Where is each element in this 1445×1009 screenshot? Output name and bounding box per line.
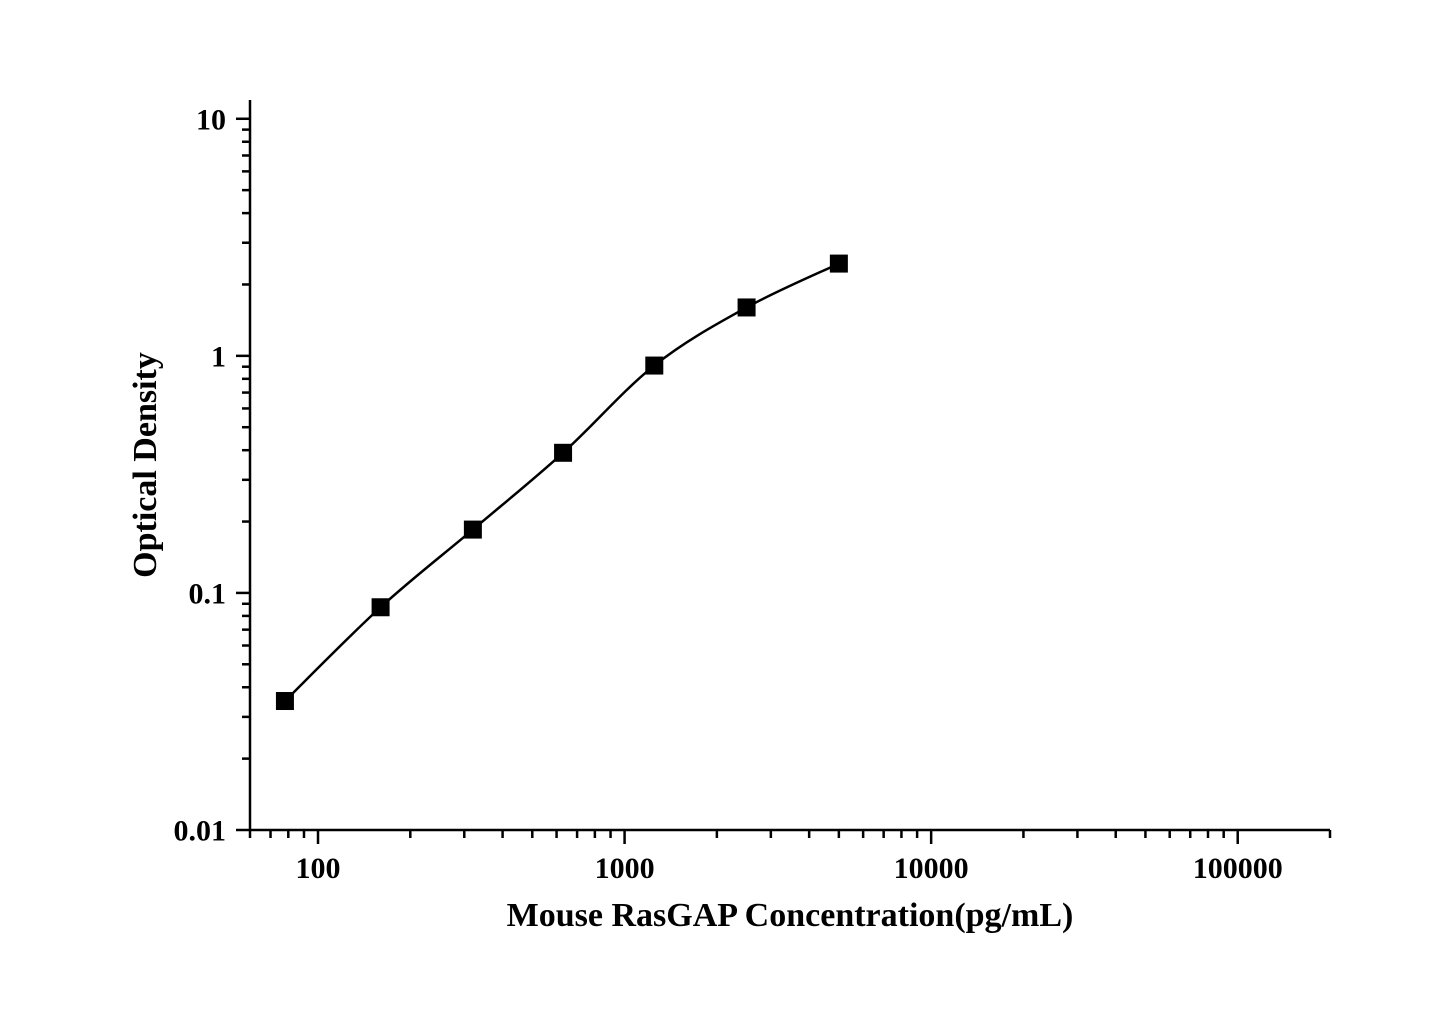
series-marker	[645, 357, 663, 375]
series-marker	[464, 521, 482, 539]
series-marker	[372, 598, 390, 616]
series-marker	[276, 692, 294, 710]
y-tick-label: 0.01	[174, 815, 227, 848]
x-tick-label: 1000	[595, 852, 655, 885]
series-line	[285, 264, 839, 701]
chart-container: 100 1000 10000 100000 0.01 0.1 1 10 Mouse RasGAP…	[0, 0, 1445, 1009]
y-axis-label: Optical Density	[127, 352, 164, 578]
line-chart: 100 1000 10000 100000 0.01 0.1 1 10 Mouse RasGAP…	[0, 0, 1445, 1009]
y-tick-label: 0.1	[189, 577, 227, 610]
x-tick-label: 100000	[1193, 852, 1283, 885]
x-tick-label: 100	[296, 852, 341, 885]
x-tick-label: 10000	[894, 852, 969, 885]
series-marker	[738, 298, 756, 316]
y-tick-label: 10	[196, 103, 226, 136]
series-marker	[830, 255, 848, 273]
y-tick-label: 1	[211, 340, 226, 373]
x-axis-label: Mouse RasGAP Concentration(pg/mL)	[507, 897, 1074, 934]
series-marker	[554, 444, 572, 462]
